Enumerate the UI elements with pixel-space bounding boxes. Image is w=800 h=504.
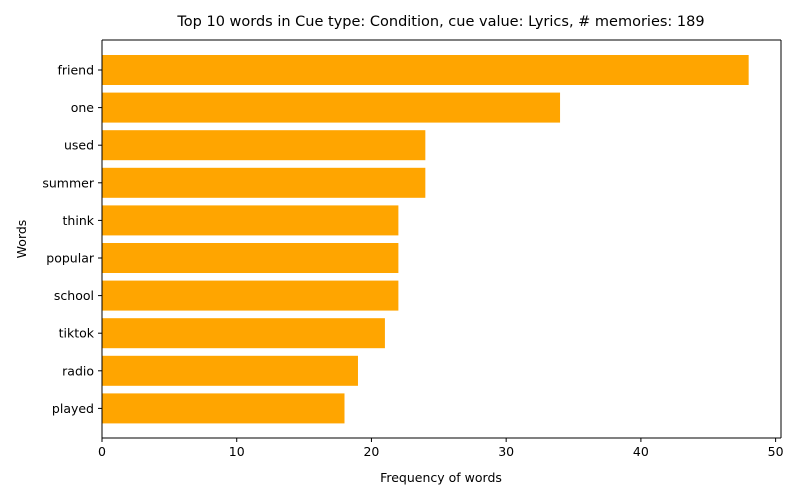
x-tick-label: 20: [363, 444, 379, 459]
bar-friend: [102, 55, 749, 85]
x-axis-ticks: 0 10 20 30 40 50: [98, 438, 784, 459]
x-tick-label: 10: [229, 444, 245, 459]
y-tick-label: tiktok: [59, 326, 95, 341]
bar-radio: [102, 355, 358, 386]
x-tick-label: 0: [98, 444, 106, 459]
x-tick-label: 50: [768, 444, 784, 459]
y-axis-ticks: friend one used summer think popular school tik…: [42, 63, 102, 416]
x-axis-label: Frequency of words: [380, 470, 502, 485]
y-tick-label: friend: [57, 63, 94, 78]
plot-area: [102, 55, 749, 424]
x-tick-label: 30: [498, 444, 514, 459]
bar-think: [102, 205, 399, 236]
x-tick-label: 40: [633, 444, 649, 459]
bar-popular: [102, 243, 399, 273]
chart-title: Top 10 words in Cue type: Condition, cue…: [176, 14, 704, 30]
bar-tiktok: [102, 318, 385, 349]
y-tick-label: school: [54, 288, 94, 303]
y-tick-label: used: [64, 138, 94, 153]
y-tick-label: one: [71, 100, 95, 115]
y-tick-label: radio: [62, 363, 94, 378]
y-axis-label: Words: [14, 220, 29, 259]
bar-summer: [102, 167, 426, 198]
y-tick-label: summer: [42, 175, 94, 190]
y-tick-label: popular: [46, 251, 95, 266]
bar-played: [102, 393, 345, 424]
bar-school: [102, 280, 399, 311]
bar-one: [102, 92, 561, 123]
bar-used: [102, 130, 426, 161]
y-tick-label: played: [52, 401, 94, 416]
y-tick-label: think: [63, 213, 95, 228]
